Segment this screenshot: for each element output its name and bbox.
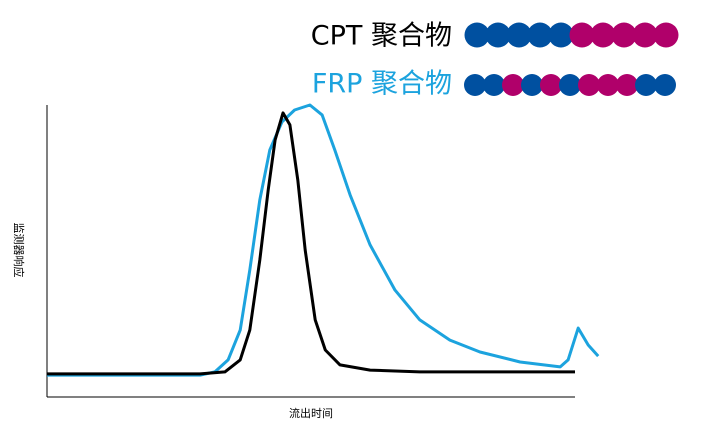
series-line [47,103,600,377]
legend-label: CPT 聚合物 [311,21,452,52]
legend-beads-cpt [464,22,679,48]
y-axis-label: 监测器响应 [12,223,26,278]
legend-label: FRP 聚合物 [312,69,452,100]
legend-beads-frp [464,74,676,96]
series-line [47,111,575,376]
x-axis-label: 流出时间 [289,406,333,420]
